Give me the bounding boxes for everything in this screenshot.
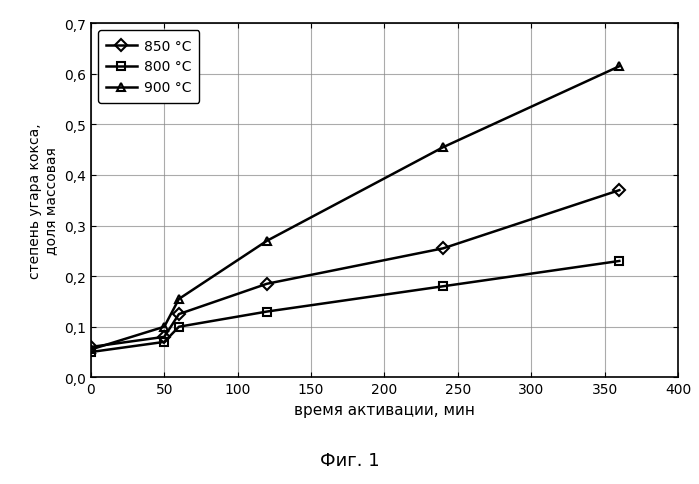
- 800 °C: [615, 258, 624, 264]
- 850 °C: [439, 246, 447, 252]
- Text: Фиг. 1: Фиг. 1: [319, 452, 380, 469]
- Legend: 850 °C, 800 °C, 900 °C: 850 °C, 800 °C, 900 °C: [98, 31, 199, 104]
- Y-axis label: степень угара кокса,
доля массовая: степень угара кокса, доля массовая: [28, 123, 59, 278]
- 850 °C: [175, 312, 183, 318]
- Line: 900 °C: 900 °C: [87, 63, 624, 354]
- 800 °C: [160, 339, 168, 345]
- 900 °C: [87, 347, 95, 353]
- 800 °C: [175, 324, 183, 330]
- 900 °C: [175, 296, 183, 302]
- 800 °C: [87, 349, 95, 355]
- Line: 850 °C: 850 °C: [87, 187, 624, 351]
- 900 °C: [615, 64, 624, 70]
- 850 °C: [263, 281, 271, 287]
- Line: 800 °C: 800 °C: [87, 257, 624, 356]
- 850 °C: [615, 188, 624, 194]
- 850 °C: [160, 334, 168, 340]
- 800 °C: [439, 284, 447, 289]
- 900 °C: [263, 238, 271, 244]
- 900 °C: [439, 145, 447, 151]
- 850 °C: [87, 344, 95, 350]
- 900 °C: [160, 324, 168, 330]
- X-axis label: время активации, мин: время активации, мин: [294, 402, 475, 417]
- 800 °C: [263, 309, 271, 315]
